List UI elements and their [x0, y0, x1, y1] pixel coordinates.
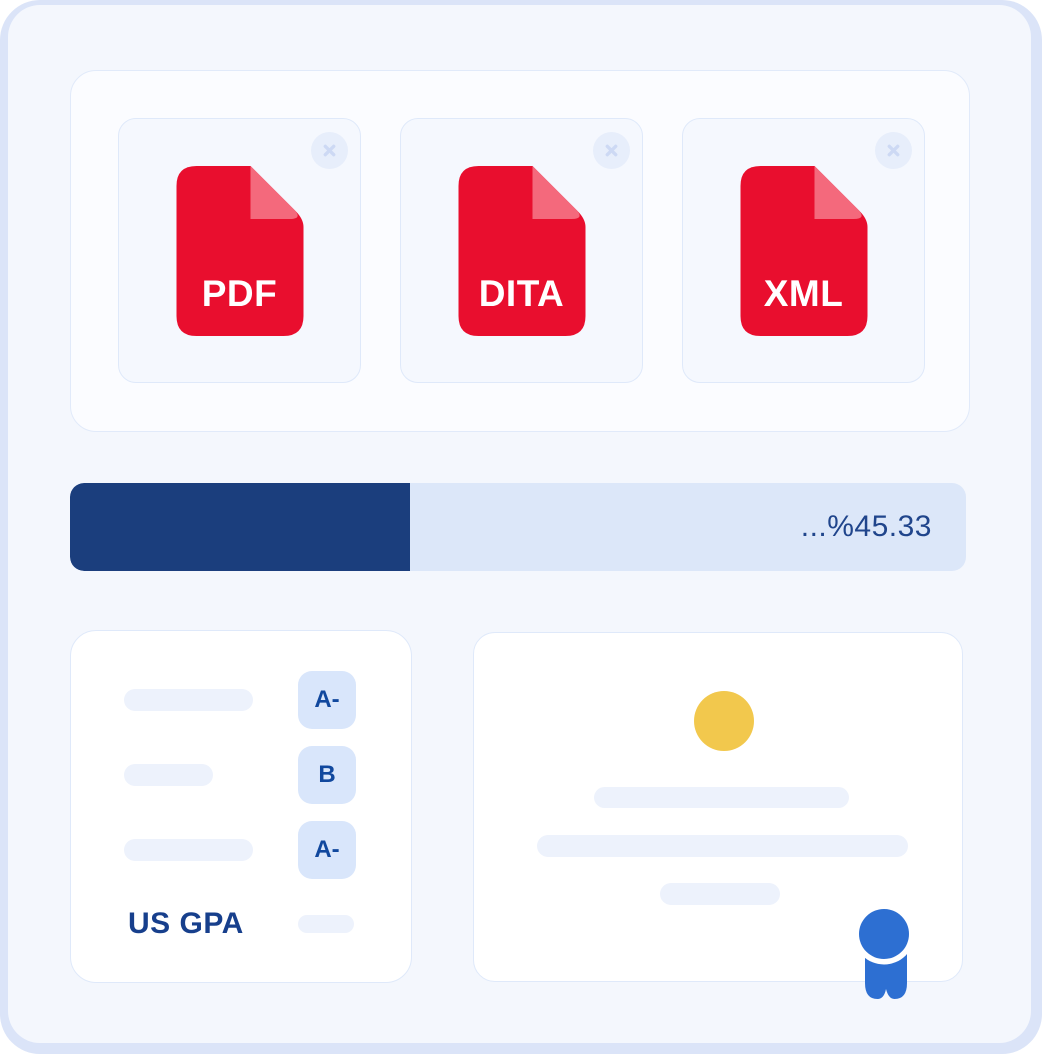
file-shape	[740, 166, 867, 336]
remove-file-button[interactable]	[593, 132, 630, 169]
skeleton-line	[124, 839, 253, 861]
skeleton-line	[594, 787, 849, 808]
file-type-label: XML	[763, 273, 844, 314]
file-card-dita: DITA	[400, 118, 643, 383]
conversion-progress-bar: ...%45.33	[70, 483, 966, 571]
progress-fill	[70, 483, 411, 571]
grade-badge: A-	[298, 821, 356, 879]
file-shape	[458, 166, 585, 336]
file-type-label: DITA	[478, 273, 565, 314]
inner-panel: PDF DITA	[8, 5, 1031, 1043]
grade-badge: A-	[298, 671, 356, 729]
remove-file-button[interactable]	[875, 132, 912, 169]
skeleton-line	[124, 689, 253, 711]
close-icon	[605, 144, 618, 157]
file-type-label: PDF	[201, 273, 278, 314]
progress-percent-label: ...%45.33	[800, 510, 932, 543]
pdf-file-icon: PDF	[176, 166, 303, 336]
skeleton-line	[537, 835, 908, 857]
certificate-card	[473, 632, 963, 999]
file-card-pdf: PDF	[118, 118, 361, 383]
grade-badge: B	[298, 746, 356, 804]
remove-file-button[interactable]	[311, 132, 348, 169]
close-icon	[887, 144, 900, 157]
gpa-footer-label: US GPA	[128, 907, 244, 940]
skeleton-line	[124, 764, 213, 786]
skeleton-pill	[298, 915, 354, 933]
award-ribbon-icon	[853, 903, 915, 999]
seal-circle	[694, 691, 754, 751]
gpa-conversion-card: A- B A- US GPA	[70, 630, 412, 983]
uploaded-files-panel: PDF DITA	[70, 70, 970, 432]
skeleton-line	[660, 883, 780, 905]
xml-file-icon: XML	[740, 166, 867, 336]
file-card-xml: XML	[682, 118, 925, 383]
close-icon	[323, 144, 336, 157]
dita-file-icon: DITA	[458, 166, 585, 336]
file-shape	[176, 166, 303, 336]
